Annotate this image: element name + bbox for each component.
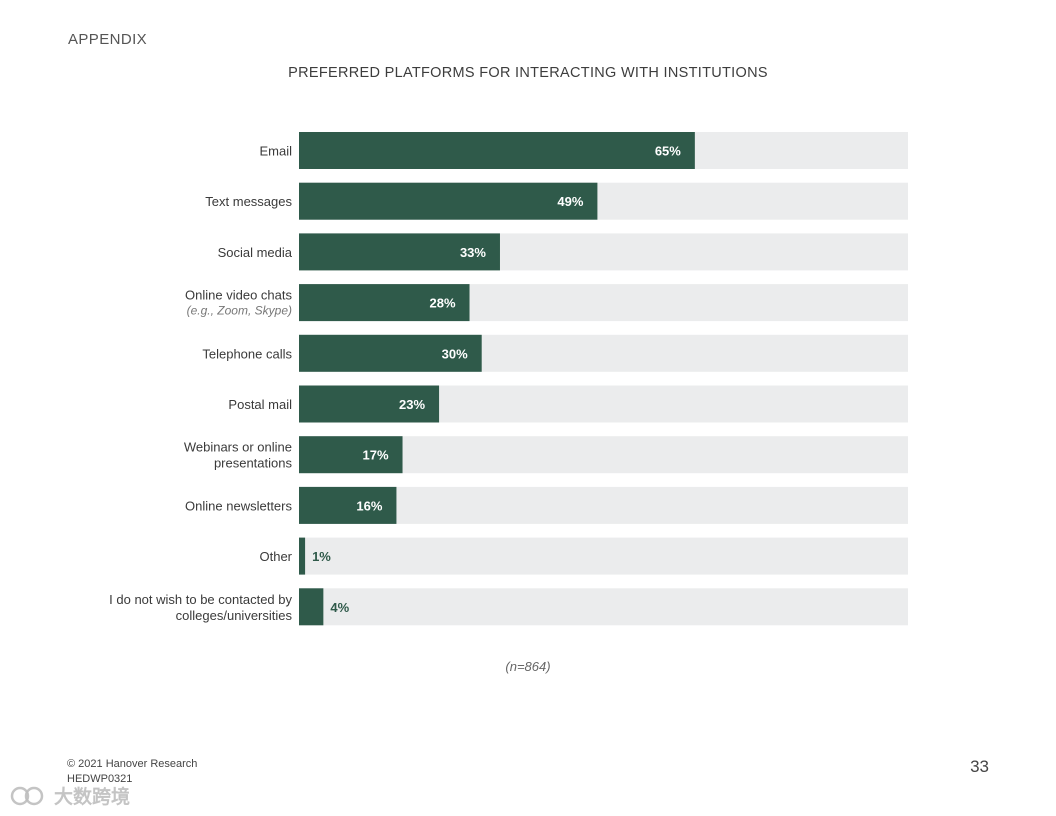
category-label: Online newsletters [185, 498, 292, 513]
value-label: 4% [330, 600, 349, 615]
bar [299, 284, 470, 322]
bar-track [299, 486, 908, 524]
watermark-text: 大数跨境 [54, 787, 131, 808]
category-label: Text messages [205, 194, 292, 209]
watermark: 大数跨境 [10, 782, 130, 809]
category-label: Social media [218, 245, 293, 260]
chart-title: PREFERRED PLATFORMS FOR INTERACTING WITH… [288, 65, 768, 81]
bar [299, 436, 403, 474]
value-label: 17% [362, 448, 388, 463]
section-label: APPENDIX [68, 31, 148, 48]
copyright-text: © 2021 Hanover Research [67, 758, 198, 770]
bar [299, 334, 482, 372]
bar [299, 132, 695, 169]
watermark-logo-icon [10, 786, 44, 805]
footer: © 2021 Hanover Research HEDWP0321 [67, 757, 197, 787]
value-label: 49% [557, 194, 583, 209]
value-label: 33% [460, 245, 486, 260]
page-number: 33 [970, 757, 989, 776]
value-label: 30% [442, 346, 468, 361]
category-label: I do not wish to be contacted by colleges… [109, 592, 292, 623]
bar-track [299, 537, 908, 575]
bar [299, 385, 440, 423]
bar [299, 537, 306, 575]
category-label: Online video chats [185, 288, 292, 303]
value-label: 65% [655, 144, 681, 159]
value-label: 28% [429, 296, 455, 311]
category-label: Telephone calls [202, 346, 292, 361]
bar [299, 233, 500, 271]
category-label: Postal mail [228, 397, 292, 412]
category-label: Webinars or online presentations [184, 440, 293, 471]
value-label: 23% [399, 397, 425, 412]
bar [299, 486, 397, 524]
category-sublabel: (e.g., Zoom, Skype) [187, 304, 292, 318]
bar-track [299, 588, 908, 626]
bar [299, 182, 598, 220]
category-label: Other [259, 549, 292, 564]
document-code: HEDWP0321 [67, 773, 133, 785]
bar [299, 588, 324, 626]
value-label: 1% [312, 549, 331, 564]
value-label: 16% [356, 498, 382, 513]
category-label: Email [259, 144, 292, 159]
sample-size-note: (n=864) [505, 659, 551, 674]
